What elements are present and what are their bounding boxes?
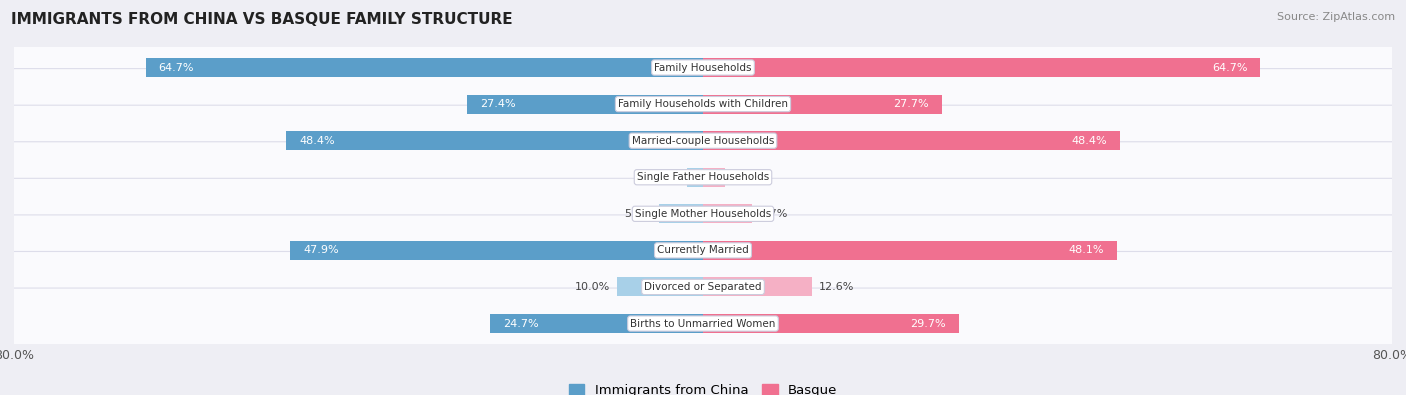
Bar <box>703 58 1260 77</box>
Text: 64.7%: 64.7% <box>1212 62 1247 73</box>
Bar <box>703 314 959 333</box>
Bar <box>703 94 942 114</box>
Bar <box>703 168 724 187</box>
Text: 1.8%: 1.8% <box>652 172 681 182</box>
Text: 2.5%: 2.5% <box>731 172 759 182</box>
Bar <box>659 204 703 223</box>
Bar <box>703 241 1118 260</box>
FancyBboxPatch shape <box>10 288 1396 359</box>
Bar <box>491 314 703 333</box>
FancyBboxPatch shape <box>10 69 1396 139</box>
Text: 27.4%: 27.4% <box>479 99 516 109</box>
Text: 24.7%: 24.7% <box>503 318 538 329</box>
Text: Source: ZipAtlas.com: Source: ZipAtlas.com <box>1277 12 1395 22</box>
Text: Divorced or Separated: Divorced or Separated <box>644 282 762 292</box>
Text: 5.1%: 5.1% <box>624 209 652 219</box>
Bar <box>287 131 703 150</box>
Text: Married-couple Households: Married-couple Households <box>631 135 775 146</box>
Text: 10.0%: 10.0% <box>575 282 610 292</box>
Bar <box>688 168 703 187</box>
Bar <box>703 204 752 223</box>
Bar <box>146 58 703 77</box>
Text: 47.9%: 47.9% <box>304 245 339 256</box>
Text: IMMIGRANTS FROM CHINA VS BASQUE FAMILY STRUCTURE: IMMIGRANTS FROM CHINA VS BASQUE FAMILY S… <box>11 12 513 27</box>
Text: 64.7%: 64.7% <box>159 62 194 73</box>
FancyBboxPatch shape <box>10 142 1396 213</box>
Text: 5.7%: 5.7% <box>759 209 787 219</box>
FancyBboxPatch shape <box>10 252 1396 322</box>
Text: 48.4%: 48.4% <box>1071 135 1107 146</box>
Text: 48.1%: 48.1% <box>1069 245 1104 256</box>
Text: Family Households with Children: Family Households with Children <box>619 99 787 109</box>
Bar <box>291 241 703 260</box>
Bar <box>703 131 1119 150</box>
Bar <box>467 94 703 114</box>
FancyBboxPatch shape <box>10 105 1396 176</box>
Text: Single Mother Households: Single Mother Households <box>636 209 770 219</box>
Text: Family Households: Family Households <box>654 62 752 73</box>
FancyBboxPatch shape <box>10 215 1396 286</box>
Text: Single Father Households: Single Father Households <box>637 172 769 182</box>
Text: Births to Unmarried Women: Births to Unmarried Women <box>630 318 776 329</box>
FancyBboxPatch shape <box>10 178 1396 249</box>
Legend: Immigrants from China, Basque: Immigrants from China, Basque <box>564 379 842 395</box>
Text: 12.6%: 12.6% <box>818 282 853 292</box>
FancyBboxPatch shape <box>10 32 1396 103</box>
Text: 27.7%: 27.7% <box>893 99 928 109</box>
Text: 48.4%: 48.4% <box>299 135 335 146</box>
Bar <box>703 277 811 297</box>
Text: 29.7%: 29.7% <box>910 318 946 329</box>
Bar <box>617 277 703 297</box>
Text: Currently Married: Currently Married <box>657 245 749 256</box>
